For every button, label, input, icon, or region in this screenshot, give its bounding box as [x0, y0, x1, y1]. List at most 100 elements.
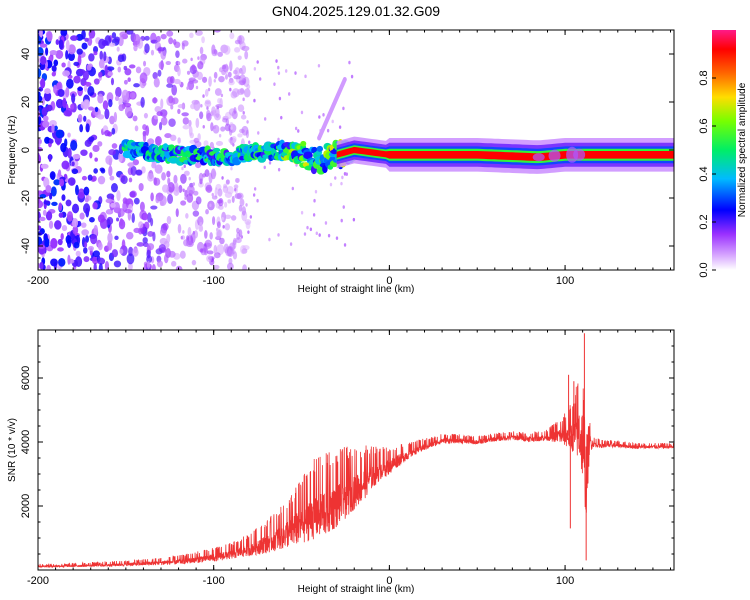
noise-speckle — [187, 80, 195, 91]
noise-speckle — [39, 30, 43, 38]
noise-speckle — [181, 112, 189, 117]
noise-speckle — [212, 170, 217, 177]
noise-speckle — [124, 68, 132, 76]
noise-speckle — [186, 86, 189, 90]
spectrogram-xtick-label: -200 — [27, 275, 49, 287]
noise-speckle — [65, 235, 72, 244]
noise-speckle — [182, 58, 188, 64]
noise-speckle — [200, 103, 203, 108]
noise-speckle — [142, 237, 148, 244]
spectrogram-x-ticks: -200 -100 0 100 — [27, 30, 671, 287]
noise-speckle — [38, 146, 43, 152]
noise-speckle — [252, 193, 256, 197]
noise-speckle — [309, 227, 313, 232]
noise-speckle — [81, 30, 86, 40]
noise-speckle — [181, 166, 184, 171]
noise-speckle — [83, 115, 87, 122]
tone-blob — [316, 145, 324, 152]
noise-speckle — [342, 77, 347, 82]
noise-speckle — [222, 225, 225, 229]
noise-speckle — [121, 239, 126, 251]
noise-speckle — [45, 184, 52, 193]
noise-speckle — [57, 88, 65, 97]
noise-speckle — [300, 110, 304, 115]
noise-speckle — [38, 231, 43, 236]
noise-speckle — [179, 250, 186, 259]
noise-speckle — [65, 50, 69, 60]
noise-speckle — [121, 89, 129, 101]
noise-speckle — [39, 216, 46, 222]
noise-speckle — [218, 75, 225, 83]
noise-speckle — [218, 204, 224, 210]
noise-speckle — [104, 129, 111, 137]
noise-speckle — [55, 39, 60, 46]
noise-speckle — [206, 109, 211, 119]
noise-speckle — [120, 175, 128, 185]
noise-speckle — [122, 197, 128, 204]
noise-speckle — [48, 138, 54, 144]
noise-speckle — [318, 233, 321, 237]
colorbar: 0.0 0.2 0.4 0.6 0.8 Normalized spectral ampl… — [698, 30, 748, 278]
noise-speckle — [211, 106, 216, 116]
noise-speckle — [58, 202, 63, 211]
noise-speckle — [88, 106, 94, 111]
noise-speckle — [153, 77, 160, 88]
noise-speckle — [42, 209, 47, 216]
noise-speckle — [41, 107, 48, 117]
noise-speckle — [53, 59, 59, 67]
noise-speckle — [277, 233, 280, 237]
noise-speckle — [77, 86, 84, 91]
noise-speckle — [343, 243, 347, 247]
noise-speckle — [155, 35, 161, 43]
noise-speckle — [125, 231, 134, 240]
noise-speckle — [177, 137, 181, 144]
noise-speckle — [180, 173, 187, 184]
noise-speckle — [238, 80, 246, 86]
noise-speckle — [180, 235, 184, 240]
noise-speckle — [242, 110, 245, 115]
noise-speckle — [104, 64, 108, 76]
snr-series — [38, 333, 674, 569]
noise-speckle — [234, 39, 241, 45]
noise-speckle — [326, 128, 330, 133]
noise-speckle — [202, 124, 205, 129]
noise-speckle — [350, 74, 354, 79]
noise-speckle — [114, 95, 120, 102]
noise-speckle — [85, 123, 90, 133]
noise-speckle — [98, 263, 103, 270]
noise-speckle — [163, 254, 169, 264]
noise-speckle — [178, 81, 182, 85]
noise-speckle — [81, 175, 88, 181]
noise-speckle — [77, 188, 85, 199]
noise-speckle — [114, 235, 119, 241]
noise-speckle — [50, 238, 58, 249]
noise-speckle — [118, 97, 123, 107]
noise-speckle — [227, 71, 232, 78]
noise-speckle — [217, 97, 222, 104]
noise-speckle — [236, 88, 245, 96]
noise-speckle — [221, 217, 224, 221]
noise-speckle — [198, 181, 204, 188]
noise-speckle — [102, 100, 109, 110]
noise-speckle — [129, 191, 136, 198]
noise-speckle — [38, 138, 42, 144]
noise-speckle — [73, 75, 81, 84]
noise-speckle — [49, 49, 58, 56]
spectrogram-xtick-label: -100 — [203, 275, 225, 287]
noise-speckle — [124, 105, 133, 117]
noise-speckle — [128, 64, 136, 69]
noise-speckle — [117, 66, 122, 73]
noise-speckle — [67, 132, 71, 138]
noise-speckle — [182, 188, 185, 193]
noise-speckle — [113, 260, 122, 268]
noise-speckle — [249, 215, 253, 219]
noise-speckle — [128, 262, 133, 270]
noise-speckle — [58, 257, 66, 267]
noise-speckle — [124, 209, 133, 214]
noise-speckle — [61, 225, 68, 232]
noise-speckle — [103, 51, 107, 62]
noise-speckle — [177, 223, 182, 234]
noise-speckle — [104, 108, 110, 120]
noise-speckle — [241, 200, 244, 204]
noise-speckle — [48, 153, 52, 162]
